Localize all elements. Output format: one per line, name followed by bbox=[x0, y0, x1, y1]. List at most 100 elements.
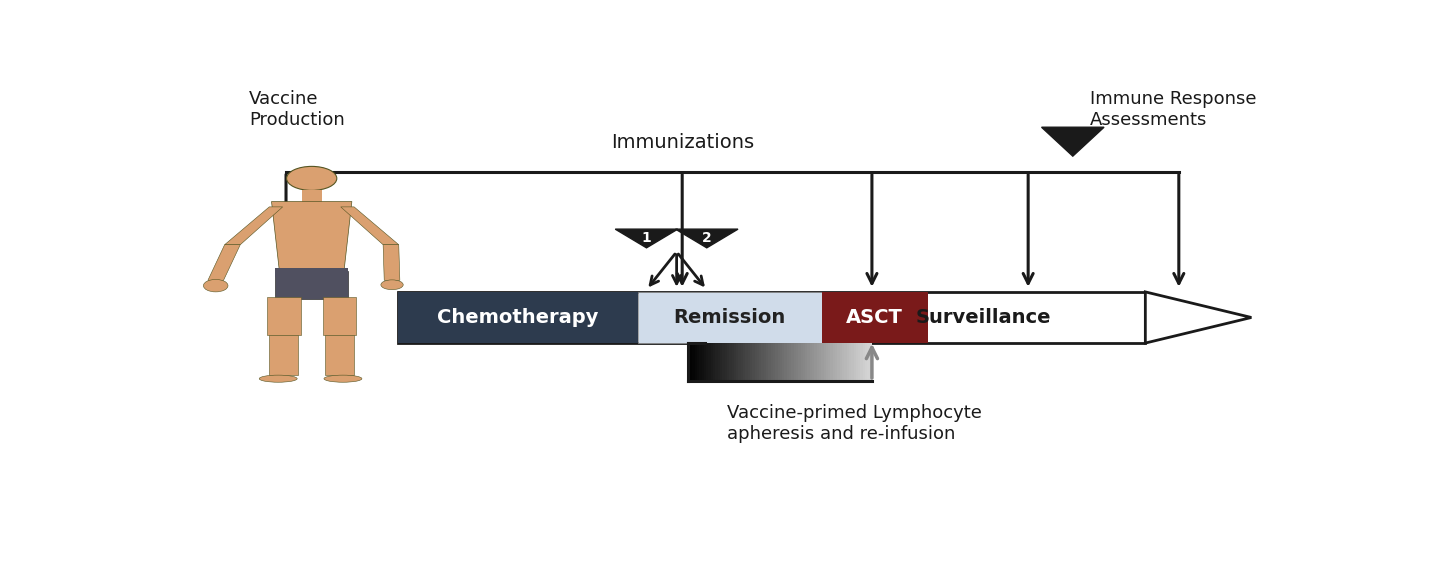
Bar bbox=[769, 343, 770, 381]
Bar bbox=[780, 343, 782, 381]
Bar bbox=[755, 343, 757, 381]
Bar bbox=[708, 343, 711, 381]
Bar bbox=[763, 343, 766, 381]
Bar bbox=[706, 343, 708, 381]
Bar bbox=[809, 343, 812, 381]
Bar bbox=[804, 343, 805, 381]
Polygon shape bbox=[272, 202, 351, 271]
Bar bbox=[786, 343, 789, 381]
Bar bbox=[835, 343, 838, 381]
Bar bbox=[858, 343, 861, 381]
Text: 2: 2 bbox=[701, 231, 711, 245]
Bar bbox=[863, 343, 865, 381]
Bar bbox=[775, 343, 778, 381]
Bar bbox=[743, 343, 746, 381]
Bar bbox=[801, 343, 804, 381]
Bar bbox=[778, 343, 780, 381]
Bar bbox=[301, 190, 321, 202]
Bar bbox=[855, 343, 858, 381]
Ellipse shape bbox=[324, 375, 361, 382]
Bar bbox=[831, 343, 832, 381]
Bar bbox=[323, 297, 356, 335]
Bar bbox=[752, 343, 755, 381]
Bar bbox=[798, 343, 801, 381]
Polygon shape bbox=[341, 207, 399, 244]
Bar bbox=[720, 343, 723, 381]
Bar bbox=[850, 343, 851, 381]
Bar bbox=[824, 343, 827, 381]
Text: Immune Response
Assessments: Immune Response Assessments bbox=[1090, 90, 1256, 129]
Bar bbox=[727, 343, 729, 381]
Bar bbox=[724, 343, 727, 381]
Bar bbox=[851, 343, 854, 381]
Bar bbox=[766, 343, 769, 381]
Text: Vaccine-primed Lymphocyte
apheresis and re-infusion: Vaccine-primed Lymphocyte apheresis and … bbox=[727, 404, 982, 443]
Polygon shape bbox=[675, 229, 739, 248]
Bar bbox=[275, 271, 348, 299]
Bar bbox=[832, 343, 835, 381]
Bar bbox=[789, 343, 792, 381]
Bar bbox=[638, 292, 822, 343]
Text: Vaccine
Production: Vaccine Production bbox=[249, 90, 346, 129]
Bar bbox=[734, 343, 736, 381]
Bar bbox=[701, 343, 704, 381]
Bar bbox=[397, 292, 638, 343]
Bar bbox=[688, 343, 690, 381]
Ellipse shape bbox=[380, 280, 403, 290]
Bar bbox=[740, 343, 743, 381]
Bar bbox=[840, 343, 842, 381]
Bar bbox=[816, 343, 819, 381]
Bar bbox=[713, 343, 716, 381]
Bar bbox=[716, 343, 717, 381]
Bar bbox=[785, 343, 786, 381]
Bar bbox=[690, 343, 693, 381]
Bar bbox=[792, 343, 793, 381]
Bar bbox=[711, 343, 713, 381]
Bar bbox=[793, 343, 796, 381]
Bar bbox=[796, 343, 798, 381]
Bar bbox=[867, 343, 870, 381]
Bar bbox=[739, 343, 740, 381]
Bar bbox=[693, 343, 694, 381]
Bar bbox=[759, 343, 762, 381]
Bar bbox=[757, 343, 759, 381]
Bar bbox=[865, 343, 867, 381]
Bar bbox=[746, 343, 747, 381]
Text: ASCT: ASCT bbox=[847, 308, 903, 327]
Bar bbox=[870, 343, 873, 381]
Bar bbox=[762, 343, 763, 381]
Polygon shape bbox=[1041, 127, 1104, 156]
Polygon shape bbox=[615, 229, 678, 248]
Bar bbox=[723, 343, 724, 381]
Polygon shape bbox=[383, 244, 400, 280]
Text: Surveillance: Surveillance bbox=[916, 308, 1051, 327]
Bar bbox=[325, 335, 354, 375]
Text: Chemotherapy: Chemotherapy bbox=[436, 308, 598, 327]
Bar bbox=[861, 343, 863, 381]
Bar bbox=[844, 343, 847, 381]
Bar bbox=[747, 343, 750, 381]
Ellipse shape bbox=[259, 375, 297, 382]
Bar bbox=[827, 343, 828, 381]
Bar bbox=[732, 343, 734, 381]
Bar bbox=[697, 343, 700, 381]
Bar bbox=[847, 343, 850, 381]
Bar bbox=[397, 292, 1145, 343]
Ellipse shape bbox=[203, 279, 228, 292]
Bar bbox=[770, 343, 773, 381]
Bar bbox=[819, 343, 821, 381]
Bar bbox=[275, 268, 348, 277]
Bar bbox=[729, 343, 732, 381]
Bar bbox=[717, 343, 720, 381]
Bar bbox=[694, 343, 697, 381]
Bar bbox=[828, 343, 831, 381]
Polygon shape bbox=[225, 207, 282, 244]
Bar bbox=[808, 343, 809, 381]
Bar bbox=[822, 292, 927, 343]
Bar bbox=[842, 343, 844, 381]
Text: 1: 1 bbox=[642, 231, 651, 245]
Bar bbox=[700, 343, 701, 381]
Bar bbox=[269, 335, 298, 375]
Bar bbox=[750, 343, 752, 381]
Bar bbox=[838, 343, 840, 381]
